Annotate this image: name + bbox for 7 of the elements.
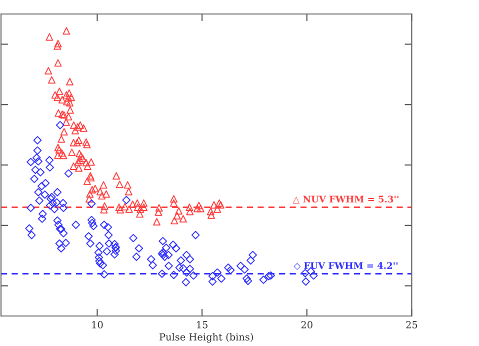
x-tick-label: 10 [92,321,103,328]
x-tick-label: 20 [301,321,312,328]
x-tick-label: 15 [197,321,208,328]
ref-line-label: △ NUV FWHM = 5.3'' [292,196,398,204]
x-tick-label: 25 [406,321,418,328]
x-axis-title: Pulse Height (bins) [160,333,253,343]
ref-line-label: ◇ FUV FWHM = 4.2'' [294,262,398,270]
